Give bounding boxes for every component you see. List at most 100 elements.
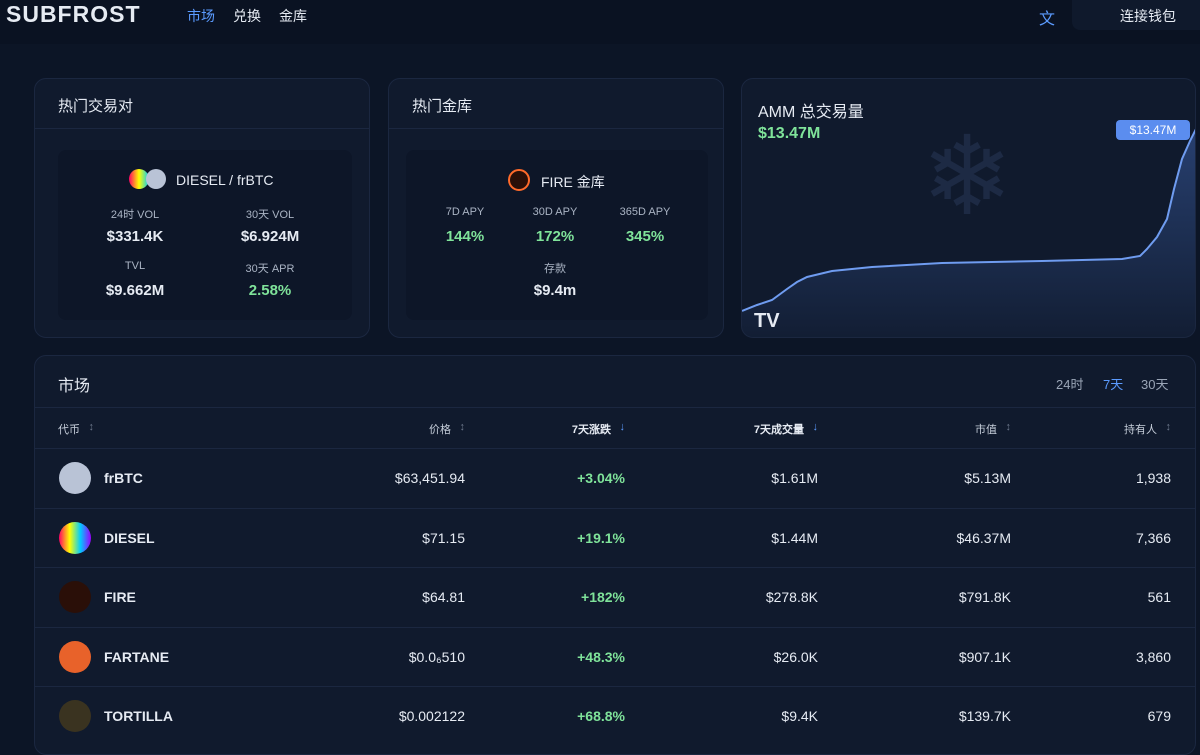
- range-tab[interactable]: 7天: [1103, 377, 1124, 392]
- top-bar: [0, 0, 1200, 44]
- vault-icon: [508, 169, 530, 191]
- stat-value: 172%: [535, 228, 575, 245]
- table-cell: $46.37M: [956, 529, 1011, 546]
- table-cell: $1.61M: [771, 470, 818, 486]
- stat-label: 7D APY: [445, 206, 485, 218]
- token-icon: [59, 462, 91, 494]
- nav-link[interactable]: 兑换: [233, 8, 261, 24]
- table-cell: +48.3%: [577, 648, 625, 665]
- column-header[interactable]: 代币 ↕: [58, 421, 95, 436]
- divider: [34, 407, 1196, 408]
- stat-label: 30天 VOL: [245, 209, 295, 221]
- vault-name: FIRE 金库: [541, 174, 605, 190]
- stat-label: 30D APY: [532, 206, 578, 218]
- table-cell: $64.81: [422, 589, 465, 605]
- card-title: AMM 总交易量: [758, 104, 864, 121]
- range-tab[interactable]: 24时: [1056, 377, 1084, 392]
- table-cell: $139.7K: [958, 708, 1011, 724]
- table-cell: $5.13M: [964, 470, 1011, 486]
- token-name: FIRE: [104, 589, 136, 605]
- sort-icon: ↕: [459, 421, 466, 433]
- table-row[interactable]: [34, 686, 1196, 745]
- sort-icon: ↕: [1005, 421, 1012, 433]
- table-cell: $907.1K: [958, 648, 1011, 665]
- table-cell: +182%: [581, 589, 625, 605]
- table-cell: $71.15: [422, 529, 465, 546]
- stat-value: 144%: [445, 228, 485, 245]
- table-cell: $0.002122: [398, 708, 465, 724]
- card-title: 热门金库: [412, 98, 473, 115]
- hot-pair-panel[interactable]: [58, 150, 352, 320]
- table-cell: 679: [1147, 708, 1171, 724]
- table-cell: $63,451.94: [394, 470, 465, 486]
- table-cell: +3.04%: [577, 470, 625, 486]
- card-title: 市场: [58, 378, 91, 395]
- table-cell: +68.8%: [577, 708, 625, 724]
- hot-vault-panel[interactable]: [406, 150, 708, 320]
- logo[interactable]: SUBFROST: [6, 1, 141, 27]
- nav-link[interactable]: 金库: [279, 8, 307, 24]
- table-cell: 1,938: [1135, 470, 1171, 486]
- token-icon: [129, 169, 149, 189]
- sort-icon: ↓: [619, 421, 626, 433]
- table-cell: 7,366: [1135, 529, 1171, 546]
- connect-button[interactable]: [1072, 0, 1200, 30]
- column-header[interactable]: 价格 ↕: [429, 421, 466, 436]
- watermark: ❄: [921, 115, 1013, 238]
- table-cell: $26.0K: [773, 648, 818, 665]
- token-name: frBTC: [104, 470, 143, 486]
- line: [742, 128, 1195, 312]
- table-cell: 3,860: [1135, 648, 1171, 665]
- table-cell: $9.4K: [781, 708, 818, 724]
- token-name: TORTILLA: [104, 708, 173, 724]
- area: [742, 131, 1195, 337]
- market-card: [34, 355, 1196, 755]
- stat-label: 30天 APR: [245, 263, 295, 275]
- range-tab[interactable]: 30天: [1141, 377, 1169, 392]
- card-title: 热门交易对: [58, 98, 134, 115]
- stat-value: $6.924M: [240, 228, 300, 245]
- column-header[interactable]: 持有人 ↕: [1124, 421, 1172, 436]
- token-icon: [59, 700, 91, 732]
- stat-label: TVL: [124, 260, 146, 272]
- connect-label: 连接钱包: [1120, 8, 1176, 24]
- sort-icon: ↓: [812, 421, 819, 433]
- table-cell: $791.8K: [958, 589, 1011, 605]
- table-cell: $0.0₆510: [408, 648, 465, 665]
- divider: [388, 128, 724, 129]
- column-header[interactable]: 7天成交量 ↓: [753, 421, 819, 436]
- token-name: DIESEL: [104, 529, 155, 546]
- tv-logo: TV: [754, 310, 780, 332]
- token-icon: [59, 581, 91, 613]
- price-badge: $13.47M: [1116, 120, 1190, 140]
- sort-icon: ↕: [1165, 421, 1172, 433]
- token-icon: [59, 521, 91, 554]
- language-button[interactable]: 文: [1039, 11, 1056, 28]
- table-row[interactable]: [34, 448, 1196, 507]
- stat-label: 365D APY: [619, 206, 671, 218]
- stat-value: 345%: [625, 228, 665, 245]
- stat-label: 存款: [544, 263, 566, 275]
- table-row[interactable]: [34, 626, 1196, 686]
- token-icon: [59, 640, 91, 673]
- table-row[interactable]: [34, 507, 1196, 567]
- stat-label: 24时 VOL: [110, 209, 160, 221]
- stat-value: $9.4m: [533, 282, 577, 299]
- stat-value: $9.662M: [105, 282, 165, 299]
- table-cell: 561: [1147, 589, 1171, 605]
- column-header[interactable]: 7天涨跌 ↓: [571, 421, 626, 436]
- amm-chart: ❄ TV: [742, 115, 1195, 337]
- table-cell: +19.1%: [577, 529, 625, 546]
- nav-link[interactable]: 市场: [187, 8, 215, 24]
- sort-icon: ↕: [88, 421, 95, 433]
- divider: [34, 128, 370, 129]
- token-name: FARTANE: [104, 648, 170, 665]
- pair-name: DIESEL / frBTC: [176, 172, 274, 188]
- table-cell: $278.8K: [765, 589, 818, 605]
- column-header[interactable]: 市值 ↕: [975, 421, 1012, 436]
- table-row[interactable]: [34, 567, 1196, 626]
- table-cell: $1.44M: [771, 529, 818, 546]
- stat-value: 2.58%: [248, 282, 292, 299]
- token-icon: [146, 169, 166, 189]
